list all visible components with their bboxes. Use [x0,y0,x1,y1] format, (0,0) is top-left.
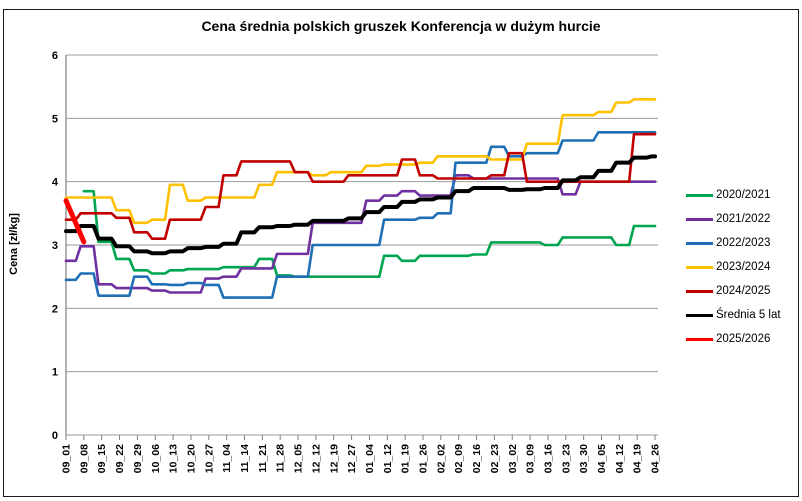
legend-swatch [686,217,713,221]
legend-swatch [686,193,713,197]
legend-swatch [686,313,713,317]
legend-item: 2022/2023 [686,231,781,255]
x-tick-label: 03_09 [525,444,537,473]
chart-legend: 2020/2021 2021/2022 2022/2023 2023/2024 2024… [686,183,781,351]
x-tick-label: 12_05 [293,444,305,473]
legend-item: Średnia 5 lat [686,303,781,327]
series-line-2020-2021 [82,189,657,278]
x-tick-label: 03_23 [560,444,572,473]
series-lines [63,98,658,299]
x-tick-label: 01_19 [400,444,412,473]
x-tick-label: 03_30 [578,444,590,473]
x-tick-label: 02_09 [453,444,465,473]
x-tick-label: 12_27 [346,444,358,473]
x-tick-label: 10_13 [168,444,180,473]
x-tick-label: 02_02 [435,444,447,473]
legend-item: 2024/2025 [686,279,781,303]
y-tick-label: 0 [52,430,58,442]
x-tick-label: 02_16 [471,444,483,473]
x-tick-label: 12_12 [310,444,322,473]
legend-label: 2021/2022 [716,213,771,225]
y-tick-label: 5 [52,113,58,125]
gridlines [66,54,658,436]
y-tick-label: 3 [52,240,58,252]
x-tick-label: 03_16 [542,444,554,473]
x-tick-label: 01_12 [382,444,394,473]
x-tick-label: 11_04 [221,444,233,473]
x-tick-label: 10_27 [203,444,215,473]
x-tick-label: 01_26 [418,444,430,473]
x-tick-label: 09_22 [114,444,126,473]
series-line-2021-2022 [64,174,657,294]
x-tick-label: 11_28 [275,444,287,473]
legend-swatch [686,289,713,293]
x-tick-label: 11_14 [239,444,251,473]
legend-swatch [686,241,713,245]
x-tick-label: 04_12 [614,444,626,473]
legend-label: Średnia 5 lat [716,309,781,321]
x-tick-label: 09_15 [96,444,108,473]
x-tick-label: 11_21 [257,444,269,473]
x-tick-label: 09_01 [61,444,73,473]
legend-item: 2020/2021 [686,183,781,207]
series-line-2024-2025 [64,132,657,240]
x-tick-label: 04_19 [632,444,644,473]
x-tick-label: 10_20 [185,444,197,473]
x-tick-label: 04_26 [650,444,662,473]
x-tick-label: 04_05 [596,444,608,473]
y-tick-label: 2 [52,303,58,315]
series-line-2023-2024 [64,98,657,225]
legend-label: 2020/2021 [716,189,771,201]
chart-border [3,9,799,497]
x-tick-label: 09_08 [78,444,90,473]
legend-swatch [686,265,713,269]
y-tick-label: 6 [52,50,58,62]
legend-item: 2023/2024 [686,255,781,279]
legend-item: 2025/2026 [686,327,781,351]
x-tick-label: 10_06 [150,444,162,473]
series-line-2022-2023 [64,130,657,299]
x-tick-label: 09_29 [132,444,144,473]
legend-item: 2021/2022 [686,207,781,231]
y-tick-label: 4 [52,177,59,189]
series-line-2025-2026 [63,198,87,245]
x-tick-label: 12_19 [328,444,340,473]
legend-label: 2022/2023 [716,237,771,249]
y-tick-label: 1 [52,367,58,379]
x-axis-labels: 09_01 09_08 09_15 09_22 09_29 10_06 10_13 10_20… [61,435,662,473]
legend-label: 2023/2024 [716,261,771,273]
series-line-średnia-5-lat [64,154,658,256]
y-axis-labels: 0 1 2 3 4 5 6 [52,50,59,442]
legend-label: 2024/2025 [716,285,771,297]
legend-swatch [686,337,713,341]
x-tick-label: 03_02 [507,444,519,473]
x-tick-label: 01_04 [364,444,376,473]
legend-label: 2025/2026 [716,333,771,345]
chart-title: Cena średnia polskich gruszek Konferencj… [201,18,601,34]
x-tick-label: 02_23 [489,444,501,473]
